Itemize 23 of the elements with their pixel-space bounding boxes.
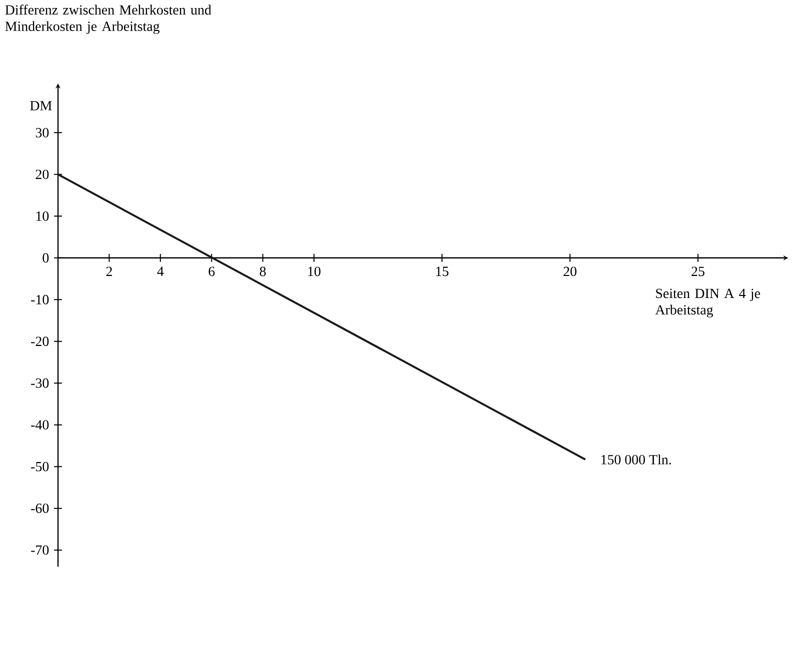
y-tick-label: 20 bbox=[36, 170, 49, 180]
x-tick-label: 10 bbox=[308, 266, 320, 276]
x-tick-label: 25 bbox=[692, 266, 704, 276]
x-tick-label: 4 bbox=[157, 266, 164, 276]
series-label: 150 000 Tln. bbox=[601, 454, 671, 465]
x-tick-label: 6 bbox=[208, 266, 215, 276]
x-axis-title: Seiten DIN A 4 je Arbeitstag bbox=[655, 288, 760, 318]
y-tick-label: -10 bbox=[31, 295, 49, 304]
y-tick-label: -40 bbox=[31, 420, 49, 430]
y-tick-label: -20 bbox=[31, 336, 49, 346]
y-tick-label: 0 bbox=[42, 253, 49, 263]
x-tick-label: 8 bbox=[260, 266, 266, 276]
y-tick-label: -50 bbox=[31, 462, 49, 472]
x-tick-label: 15 bbox=[436, 266, 448, 276]
text: DM bbox=[30, 101, 52, 110]
x-tick-label: 20 bbox=[564, 266, 576, 276]
x-tick-label: 2 bbox=[106, 266, 112, 276]
y-tick-label: -70 bbox=[31, 545, 49, 555]
y-tick-label: 30 bbox=[36, 128, 49, 138]
y-tick-label: -30 bbox=[31, 378, 49, 388]
y-tick-label: -60 bbox=[31, 504, 49, 514]
y-axis-title: Differenz zwischen Mehrkosten und Minderkosten je Arbeitstag bbox=[5, 4, 212, 34]
y-tick-label: 10 bbox=[36, 212, 49, 221]
